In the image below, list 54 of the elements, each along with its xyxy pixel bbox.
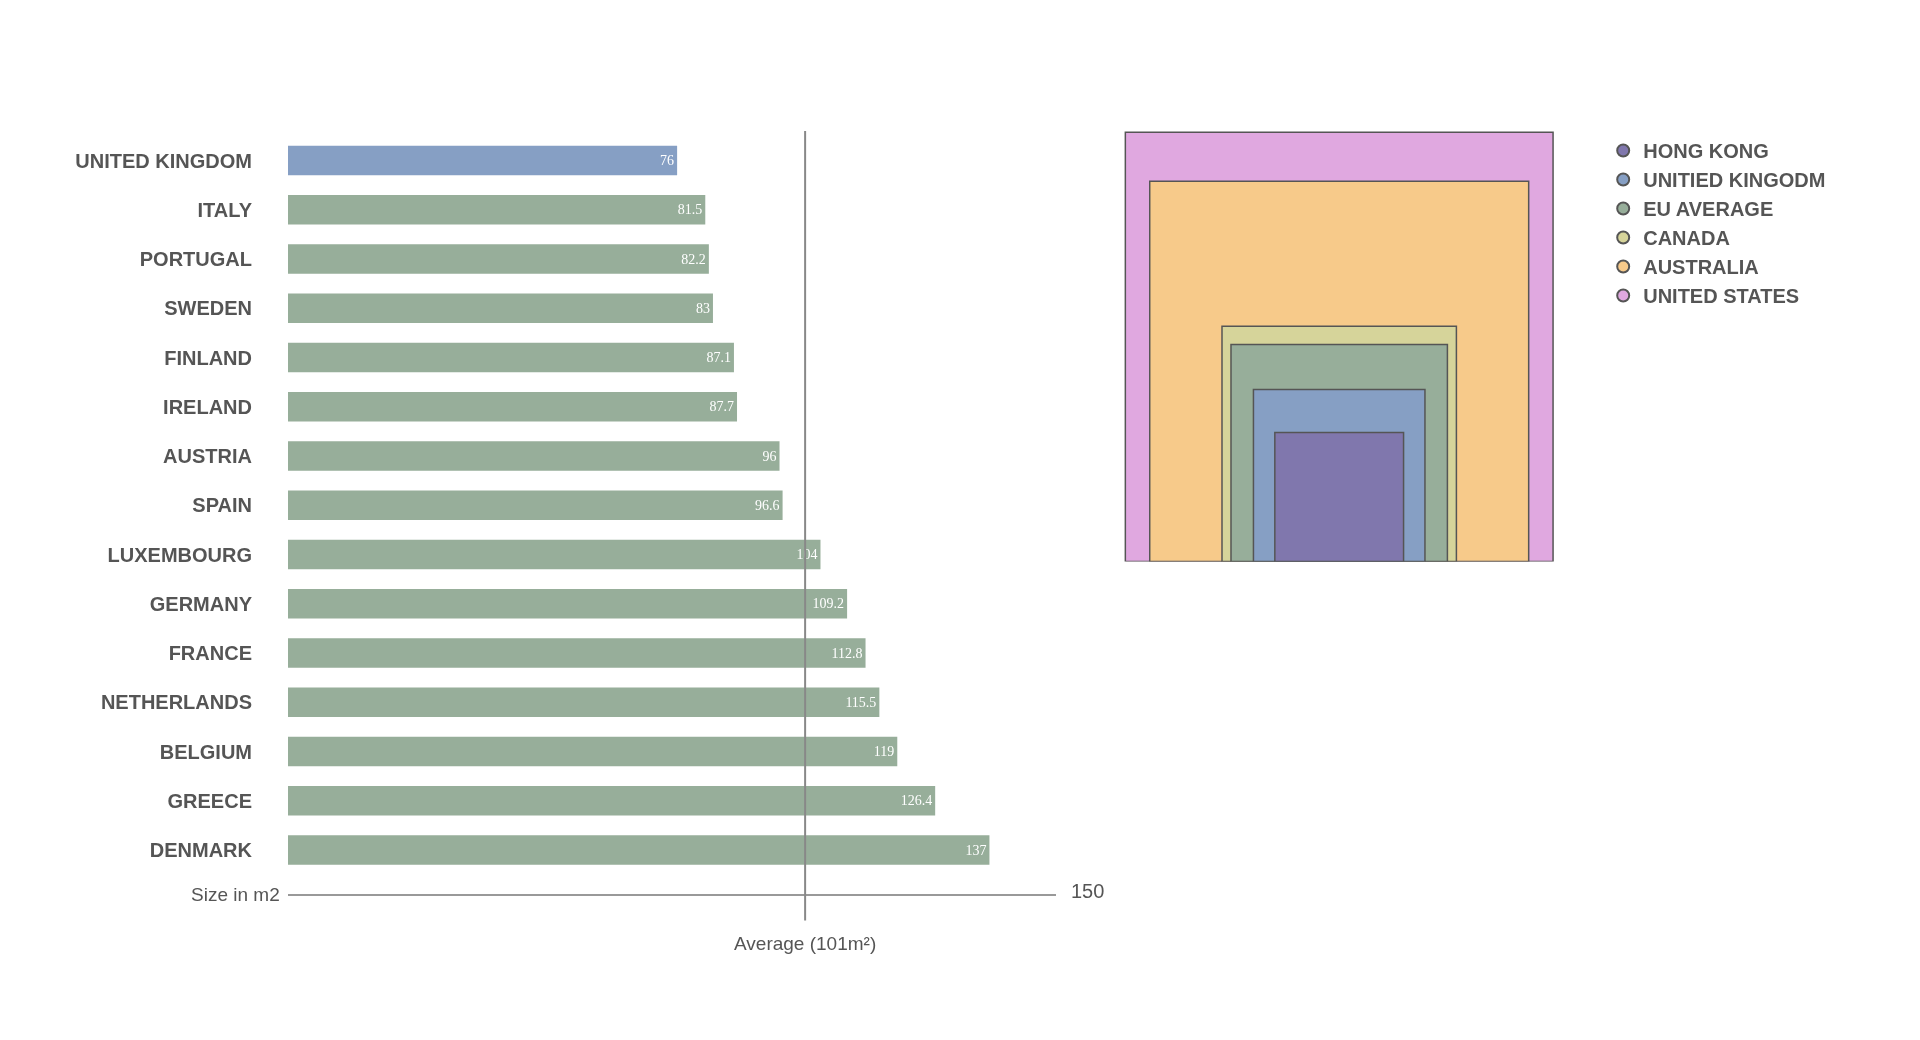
bar (288, 539, 821, 570)
bar (288, 441, 780, 471)
bar (288, 835, 990, 865)
y-tick-label: UNITED KINGDOM (75, 149, 252, 172)
text: 150 (1071, 880, 1105, 902)
y-tick-label: FINLAND (164, 346, 252, 369)
data-label: 76 (660, 153, 675, 169)
data-label: 83 (695, 300, 710, 316)
data-label: 87.7 (709, 399, 735, 415)
data-label: 126.4 (900, 793, 933, 809)
y-tick-label: IRELAND (163, 395, 252, 418)
data-label: 109.2 (812, 596, 845, 612)
bar (288, 244, 709, 274)
data-label: 104 (796, 547, 818, 563)
bar (288, 589, 848, 619)
bar (288, 490, 783, 521)
legend-label: AUSTRALIA (1643, 256, 1759, 279)
bar (288, 145, 678, 176)
bar (288, 687, 880, 718)
y-tick-label: BELGIUM (159, 740, 252, 763)
y-tick-label: AUSTRIA (163, 445, 252, 468)
y-tick-label: NETHERLANDS (100, 691, 252, 714)
legend-label: UNITIED KINGODM (1643, 169, 1826, 192)
bar (288, 736, 898, 767)
ref-line-label: Average (101m²) (734, 933, 877, 954)
data-label: 137 (965, 842, 987, 858)
bar (288, 293, 713, 324)
y-tick-label: DENMARK (149, 839, 253, 862)
legend-label: EU AVERAGE (1643, 198, 1774, 221)
y-tick-label: GERMANY (149, 592, 253, 615)
data-label: 96 (762, 448, 777, 464)
y-tick-label: PORTUGAL (139, 248, 252, 271)
data-label: 96.6 (755, 497, 780, 513)
data-label: 112.8 (831, 645, 863, 661)
y-tick-label: SWEDEN (164, 297, 252, 320)
legend-label: HONG KONG (1643, 140, 1769, 163)
y-tick-label: GREECE (167, 789, 252, 812)
bar (288, 195, 706, 225)
legend-label: CANADA (1643, 227, 1730, 250)
bar (288, 392, 738, 422)
data-label: 81.5 (677, 202, 703, 218)
bar (288, 786, 936, 816)
bar (288, 342, 734, 373)
x-axis-title: Size in m2 (191, 884, 280, 905)
y-tick-label: ITALY (197, 198, 253, 221)
y-tick-label: FRANCE (168, 642, 252, 665)
data-label: 119 (873, 744, 895, 760)
bar (288, 638, 866, 668)
data-label: 82.2 (681, 251, 706, 267)
y-tick-label: LUXEMBOURG (107, 543, 252, 566)
legend-label: UNITED STATES (1643, 285, 1800, 308)
data-label: 87.1 (706, 350, 731, 366)
data-label: 115.5 (845, 694, 877, 710)
y-tick-label: SPAIN (192, 494, 252, 517)
